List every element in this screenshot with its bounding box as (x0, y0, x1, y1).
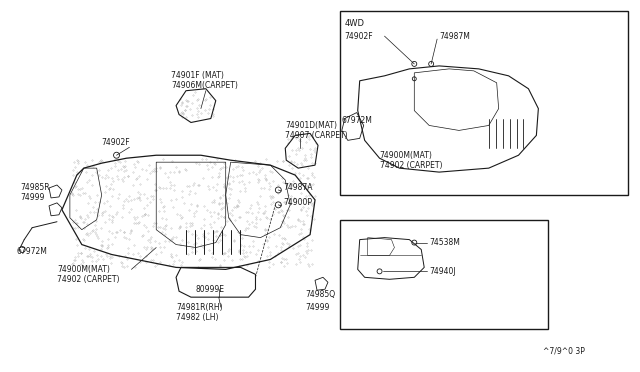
Text: 74902F: 74902F (102, 138, 131, 147)
Text: 74902 (CARPET): 74902 (CARPET) (380, 161, 442, 170)
Text: 67972M: 67972M (16, 247, 47, 256)
Text: 74999: 74999 (305, 302, 330, 312)
Text: 74982 (LH): 74982 (LH) (176, 312, 219, 321)
Bar (340, 220, 548, 329)
Text: 74999: 74999 (20, 193, 45, 202)
Text: 74906M(CARPET): 74906M(CARPET) (171, 81, 238, 90)
Text: 67972M: 67972M (342, 116, 372, 125)
Text: 74538M: 74538M (429, 238, 460, 247)
Text: ^7/9^0 3P: ^7/9^0 3P (543, 346, 585, 355)
Text: 74902F: 74902F (345, 32, 373, 41)
Text: 4WD: 4WD (345, 19, 365, 28)
Text: 74987M: 74987M (439, 32, 470, 41)
Text: 80999E: 80999E (196, 285, 225, 294)
Text: 74907 (CARPET): 74907 (CARPET) (285, 131, 348, 140)
Text: 74987A: 74987A (284, 183, 313, 192)
Text: 74981R(RH): 74981R(RH) (176, 302, 223, 312)
Text: 74900M(MAT): 74900M(MAT) (380, 151, 433, 160)
Text: 74985R: 74985R (20, 183, 50, 192)
Text: 74901F (MAT): 74901F (MAT) (171, 71, 224, 80)
Text: 74900M(MAT): 74900M(MAT) (57, 265, 110, 274)
Bar (340, 11, 628, 195)
Text: 74902 (CARPET): 74902 (CARPET) (57, 275, 120, 284)
Text: 74940J: 74940J (429, 267, 456, 276)
Text: 74985Q: 74985Q (305, 290, 335, 299)
Text: 74900P: 74900P (284, 198, 312, 207)
Text: 74901D(MAT): 74901D(MAT) (285, 121, 337, 130)
